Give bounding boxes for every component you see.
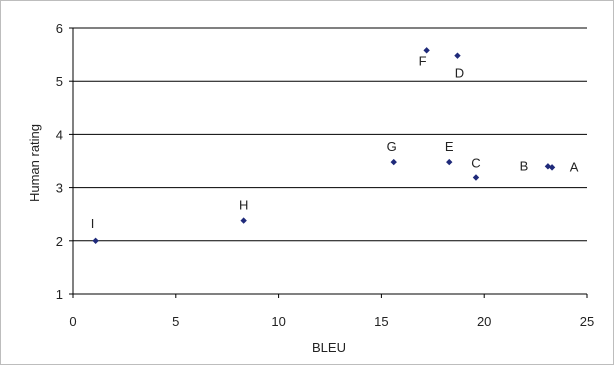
y-tick-label: 1 (56, 287, 63, 302)
point-label-a: A (570, 159, 579, 174)
y-tick-labels: 1 2 3 4 5 6 (56, 21, 63, 302)
point-label-d: D (455, 66, 464, 81)
point-label-e: E (445, 139, 454, 154)
y-tick-label: 4 (56, 127, 63, 142)
point-label-c: C (471, 155, 480, 170)
data-point-f (423, 47, 430, 54)
data-point-h (240, 217, 247, 224)
y-tick-label: 6 (56, 21, 63, 36)
x-tick-label: 15 (374, 314, 388, 329)
x-tick-label: 10 (271, 314, 285, 329)
x-tick-labels: 0 5 10 15 20 25 (69, 314, 594, 329)
data-point-g (390, 158, 397, 166)
y-tick-label: 5 (56, 74, 63, 89)
x-tick-label: 5 (172, 314, 179, 329)
data-point-b (544, 163, 552, 170)
x-tick-label: 20 (477, 314, 491, 329)
point-labels: A B C D E F G H I (91, 53, 579, 230)
data-point-i (92, 237, 99, 244)
axes (69, 27, 588, 298)
x-axis-title: BLEU (312, 340, 346, 355)
x-tick-label: 0 (69, 314, 76, 329)
point-label-f: F (419, 53, 427, 68)
gridlines (73, 27, 587, 242)
point-label-h: H (239, 198, 248, 213)
data-point-e (446, 158, 453, 166)
point-label-i: I (91, 216, 95, 231)
point-label-g: G (387, 139, 397, 154)
y-tick-label: 3 (56, 181, 63, 196)
data-point-c (472, 174, 480, 181)
x-tick-label: 25 (580, 314, 594, 329)
y-tick-label: 2 (56, 234, 63, 249)
data-points (92, 47, 556, 244)
point-label-b: B (520, 158, 529, 173)
data-point-d (454, 52, 461, 59)
y-axis-title: Human rating (27, 124, 42, 202)
data-point-a (548, 164, 556, 171)
